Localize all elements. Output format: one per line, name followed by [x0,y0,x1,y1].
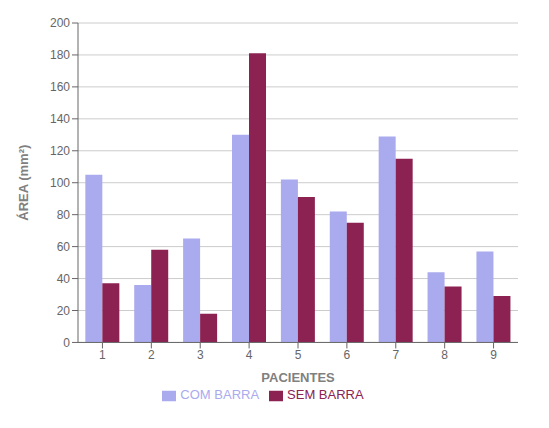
html-text:COM BARRA: COM BARRA [180,387,260,403]
svg-text:200: 200 [50,16,70,30]
svg-text:7: 7 [392,348,399,362]
svg-text:3: 3 [197,348,204,362]
svg-text:9: 9 [490,348,497,362]
svg-text:5: 5 [295,348,302,362]
svg-text:140: 140 [50,112,70,126]
svg-text:2: 2 [148,348,155,362]
html-text:SEM BARRA: SEM BARRA [287,387,364,403]
svg-text:8: 8 [441,348,448,362]
svg-text:1: 1 [99,348,106,362]
svg-text:ÁREA (mm²): ÁREA (mm²) [16,145,31,221]
svg-text:20: 20 [57,304,71,318]
svg-text:6: 6 [344,348,351,362]
svg-text:0: 0 [63,336,70,350]
svg-text:60: 60 [57,240,71,254]
svg-text:PACIENTES: PACIENTES [261,370,335,385]
svg-text:180: 180 [50,48,70,62]
svg-text:160: 160 [50,80,70,94]
svg-text:100: 100 [50,176,70,190]
svg-text:120: 120 [50,144,70,158]
svg-text:80: 80 [57,208,71,222]
svg-text:40: 40 [57,272,71,286]
svg-text:4: 4 [246,348,253,362]
